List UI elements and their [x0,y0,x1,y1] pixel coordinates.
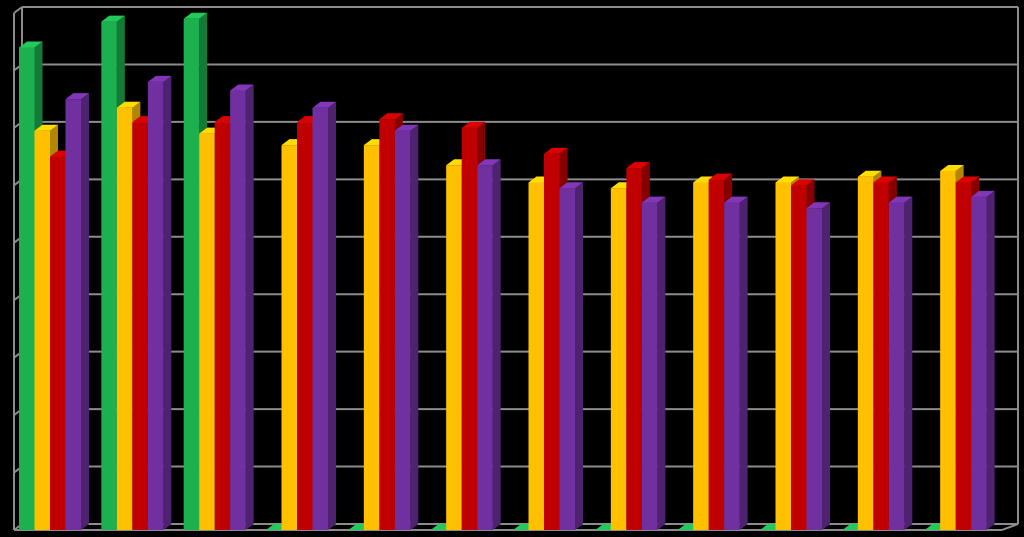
bar-front [955,182,972,530]
bar-front [312,107,328,531]
bar-front [544,153,560,530]
bar-side [575,182,583,530]
bar-top [312,101,336,108]
bar-front [559,188,575,530]
bar-front [791,185,807,531]
bar-front [363,145,380,530]
bar-top [955,176,980,183]
bar-top [724,196,748,203]
bar-top [791,179,815,186]
bar [65,93,89,531]
bar-front [147,81,164,530]
bar-top [116,101,141,108]
bar-front [641,202,658,531]
bar [559,182,583,530]
bar [147,75,172,530]
bar-front [199,133,215,530]
bar [641,196,666,531]
bar-top [693,176,717,183]
bar [230,84,254,531]
bar [724,196,748,531]
bar-front [50,156,66,530]
bar-series [19,12,995,531]
bar-front [183,18,200,530]
bar-top [394,124,419,131]
bar-top [559,182,583,189]
bar-front [940,170,956,530]
bar-front [230,90,246,531]
bar-front [281,145,297,530]
bar-front [708,179,725,531]
bar-front [626,168,642,530]
bar-top [873,176,897,183]
bar-front [775,182,791,530]
bar-top [641,196,666,203]
bar-front [101,21,117,530]
bar-front [65,99,81,531]
bar-front [379,119,395,531]
bar-side [986,190,995,531]
bar-top [19,41,43,48]
bar [806,202,830,531]
gridline-depth [13,6,23,14]
bar-front [297,122,313,531]
bar-top [461,121,486,128]
bar-top [857,170,882,177]
bar-front [806,208,822,531]
bar-front [19,47,35,530]
bar-front [116,107,133,531]
bar-side [739,196,748,531]
bar-top [544,147,568,154]
bar-side [163,75,172,530]
bar-top [888,196,913,203]
bar-top [971,190,995,197]
bar-front [610,188,627,530]
bar-top [183,12,208,19]
bar [394,124,419,530]
bar-top [379,113,403,120]
floor-edge-depth [1001,523,1019,531]
bar-front [461,127,478,530]
bar-top [940,164,964,171]
bar-front [446,165,462,530]
bar-side [904,196,913,531]
bar-side [657,196,666,531]
bar-front [477,165,493,530]
bar-front [34,130,50,530]
bar-front [394,130,411,530]
bar-side [410,124,419,530]
bar-top [477,159,501,166]
bar [312,101,336,531]
bar-top [101,15,125,22]
bar-side [328,101,336,531]
bar-front [971,196,987,531]
bar-front [132,122,148,531]
bar-front [693,182,709,530]
bar-top [147,75,172,82]
bar-top [65,93,89,100]
bar-front [724,202,740,531]
bar-top [34,124,58,131]
bar [477,159,501,530]
bar-top [806,202,830,209]
bar-side [492,159,501,530]
bar-front [528,182,544,530]
bar [888,196,913,531]
bar-front [888,202,905,531]
bar-front [214,122,231,531]
bar-front [873,182,889,530]
bar-top [775,176,799,183]
bar-side [822,202,830,531]
bar-top [708,173,733,180]
bar-front [857,176,874,530]
bar [971,190,995,531]
bar-top [626,162,650,169]
bar-top [230,84,254,91]
bar-side [81,93,89,531]
bar-side [245,84,254,531]
